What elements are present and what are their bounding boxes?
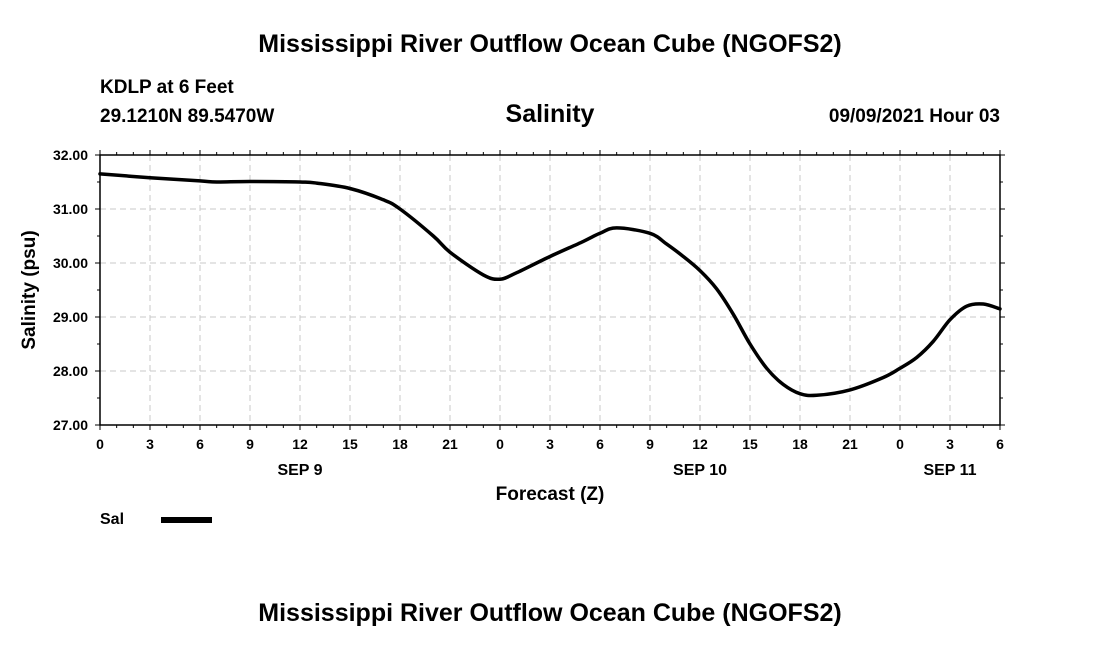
station-label: KDLP at 6 Feet <box>100 77 234 98</box>
x-tick-label: 21 <box>842 436 858 452</box>
y-tick-label: 28.00 <box>53 363 88 379</box>
station-coordinates: 29.1210N 89.5470W <box>100 106 275 127</box>
x-tick-label: 0 <box>496 436 504 452</box>
date-label: SEP 10 <box>673 462 727 479</box>
footer-title: Mississippi River Outflow Ocean Cube (NG… <box>258 599 842 627</box>
date-label: SEP 9 <box>277 462 322 479</box>
x-tick-label: 12 <box>292 436 308 452</box>
x-tick-label: 3 <box>146 436 154 452</box>
chart-series <box>98 172 1002 398</box>
legend-swatch <box>161 517 212 523</box>
forecast-timestamp: 09/09/2021 Hour 03 <box>828 106 1000 127</box>
series-line-sal <box>98 172 1002 398</box>
x-tick-label: 0 <box>896 436 904 452</box>
x-tick-label: 6 <box>196 436 204 452</box>
chart-grid <box>100 155 1000 425</box>
x-tick-label: 15 <box>742 436 758 452</box>
chart-title: Mississippi River Outflow Ocean Cube (NG… <box>258 30 842 58</box>
x-tick-label: 0 <box>96 436 104 452</box>
date-label: SEP 11 <box>923 462 976 479</box>
x-tick-label: 3 <box>546 436 554 452</box>
y-tick-label: 32.00 <box>53 147 88 163</box>
x-tick-label: 18 <box>392 436 408 452</box>
y-tick-label: 29.00 <box>53 309 88 325</box>
parameter-title: Salinity <box>505 100 595 128</box>
x-tick-label: 18 <box>792 436 808 452</box>
y-tick-label: 30.00 <box>53 255 88 271</box>
y-axis-label: Salinity (psu) <box>19 230 40 349</box>
x-tick-label: 9 <box>646 436 654 452</box>
x-tick-label: 12 <box>692 436 708 452</box>
x-tick-label: 6 <box>596 436 604 452</box>
y-tick-label: 27.00 <box>53 417 88 433</box>
x-tick-label: 6 <box>996 436 1004 452</box>
chart-ticks: 27.00 28.00 29.00 30.00 31.00 32.00 0 3 6 9 12 15 18… <box>53 147 1005 479</box>
x-tick-label: 21 <box>442 436 458 452</box>
x-tick-label: 15 <box>342 436 358 452</box>
y-tick-label: 31.00 <box>53 201 88 217</box>
x-tick-label: 3 <box>946 436 954 452</box>
legend-label: Sal <box>100 511 125 528</box>
x-axis-label: Forecast (Z) <box>496 484 605 505</box>
x-tick-label: 9 <box>246 436 254 452</box>
